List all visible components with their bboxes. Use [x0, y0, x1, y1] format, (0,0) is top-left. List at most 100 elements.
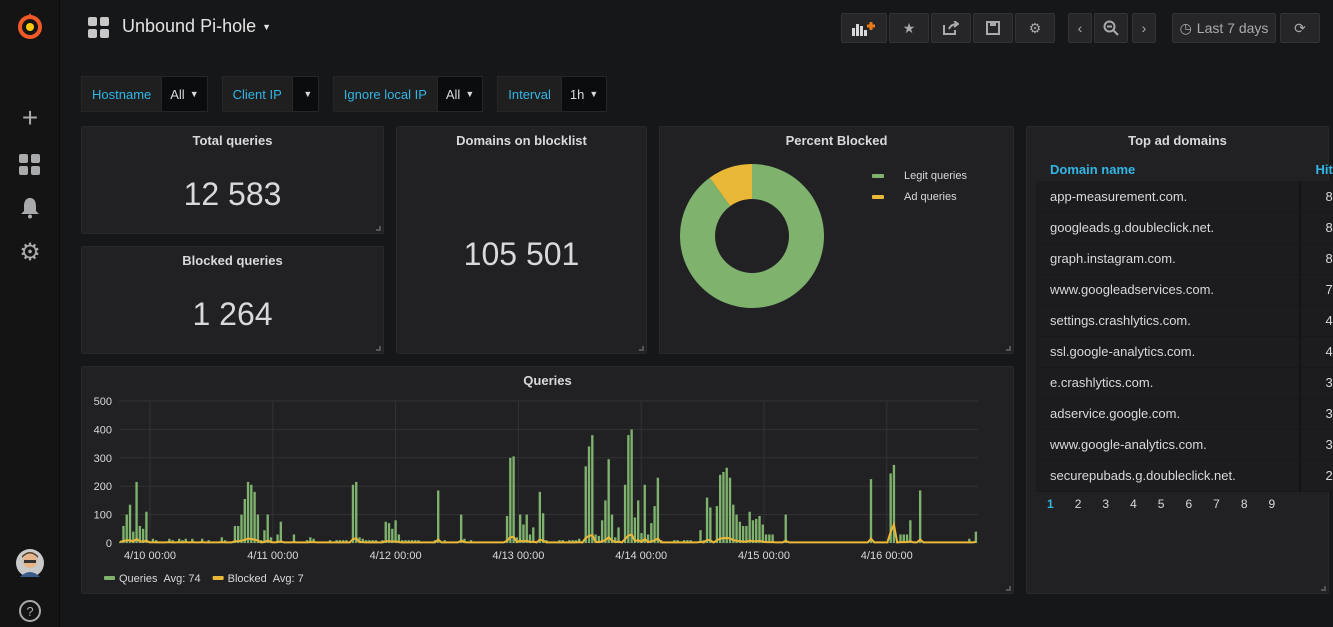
time-back-icon[interactable]: ‹ — [1068, 13, 1092, 43]
hostname-select[interactable]: All ▼ — [162, 76, 208, 112]
table-row[interactable]: settings.crashlytics.com.43 — [1036, 305, 1333, 337]
panel-title[interactable]: Percent Blocked — [785, 133, 888, 148]
query-bar — [237, 525, 240, 543]
panel-title[interactable]: Domains on blocklist — [456, 133, 587, 148]
legend-swatch — [104, 576, 115, 580]
save-icon[interactable] — [973, 13, 1013, 43]
page-link[interactable]: 6 — [1185, 497, 1193, 511]
query-bar — [748, 511, 751, 543]
query-bar — [627, 435, 630, 543]
plus-icon[interactable]: + — [21, 102, 39, 133]
domains-blocklist-panel: Domains on blocklist 105 501 — [396, 126, 647, 354]
grafana-logo-icon[interactable] — [14, 10, 46, 42]
caret-down-icon: ▼ — [589, 89, 599, 99]
query-bar — [761, 524, 764, 543]
gear-icon[interactable]: ⚙ — [19, 238, 41, 266]
panel-title[interactable]: Blocked queries — [182, 253, 283, 268]
top-navbar: Unbound Pi-hole ▼ ★ ⚙ ‹ › ◷ Last 7 days … — [60, 0, 1333, 60]
query-bar — [718, 474, 722, 543]
legend-legit[interactable]: Legit queries — [872, 170, 967, 182]
query-bar — [397, 534, 401, 543]
client-ip-select[interactable]: ▼ — [292, 76, 319, 112]
column-header-hits[interactable]: Hits — [1315, 161, 1333, 177]
bell-icon[interactable] — [15, 193, 45, 223]
resize-handle[interactable] — [1006, 346, 1011, 351]
resize-handle[interactable] — [376, 226, 381, 231]
legend-ad[interactable]: Ad queries — [872, 191, 957, 203]
legend-series-name[interactable]: Queries — [119, 573, 158, 585]
percent-blocked-donut — [680, 164, 824, 308]
hits-cell: 83 — [1299, 181, 1333, 213]
total-queries-panel: Total queries 12 583 — [81, 126, 384, 234]
table-row[interactable]: www.google-analytics.com.33 — [1036, 429, 1333, 461]
resize-handle[interactable] — [639, 346, 644, 351]
avatar[interactable] — [15, 548, 45, 578]
side-menu: + ⚙ ? — [0, 0, 60, 627]
page-link[interactable]: 2 — [1074, 497, 1082, 511]
add-panel-button[interactable] — [841, 13, 887, 43]
query-bar — [784, 514, 787, 543]
table-row[interactable]: app-measurement.com.83 — [1036, 181, 1333, 213]
panel-title[interactable]: Top ad domains — [1128, 133, 1227, 148]
table-row[interactable]: securepubads.g.doubleclick.net.29 — [1036, 460, 1333, 492]
query-bar — [640, 533, 643, 543]
ignore-local-ip-select[interactable]: All ▼ — [437, 76, 484, 112]
x-tick-label: 4/16 00:00 — [861, 550, 913, 562]
hits-cell: 33 — [1299, 429, 1333, 461]
query-bar — [200, 538, 204, 543]
query-bar — [279, 521, 283, 543]
page-link[interactable]: 7 — [1213, 497, 1220, 511]
panel-title[interactable]: Queries — [523, 373, 572, 388]
page-link[interactable]: 8 — [1240, 497, 1248, 511]
query-bar — [528, 534, 532, 543]
query-bar — [738, 521, 742, 543]
column-header-domain[interactable]: Domain name — [1050, 161, 1136, 177]
time-picker-button[interactable]: ◷ Last 7 days — [1172, 13, 1276, 43]
page-link[interactable]: 9 — [1268, 497, 1276, 511]
query-bar — [587, 446, 591, 543]
legend-series-name[interactable]: Blocked — [228, 573, 267, 585]
zoom-out-icon[interactable] — [1094, 13, 1128, 43]
resize-handle[interactable] — [1321, 586, 1326, 591]
query-bar — [532, 527, 535, 543]
query-bar — [610, 514, 614, 543]
time-forward-icon[interactable]: › — [1132, 13, 1156, 43]
domain-cell: ssl.google-analytics.com. — [1036, 336, 1300, 368]
resize-handle[interactable] — [376, 346, 381, 351]
panel-title[interactable]: Total queries — [192, 133, 273, 148]
query-bar — [276, 534, 279, 543]
table-row[interactable]: e.crashlytics.com.34 — [1036, 367, 1333, 399]
dashboards-icon[interactable] — [15, 150, 45, 180]
interval-select[interactable]: 1h ▼ — [561, 76, 608, 112]
table-row[interactable]: adservice.google.com.34 — [1036, 398, 1333, 430]
refresh-icon[interactable]: ⟳ — [1280, 13, 1320, 43]
donut-slice[interactable] — [680, 164, 824, 308]
query-bar — [525, 514, 528, 543]
table-row[interactable]: graph.instagram.com.80 — [1036, 243, 1333, 275]
resize-handle[interactable] — [1006, 586, 1011, 591]
dashboard-title-text: Unbound Pi-hole — [122, 16, 257, 36]
query-bar — [705, 497, 709, 543]
time-range-label: Last 7 days — [1196, 20, 1269, 36]
page-link[interactable]: 3 — [1102, 497, 1110, 511]
share-icon[interactable] — [931, 13, 971, 43]
query-bar — [292, 534, 296, 543]
query-bar — [538, 491, 542, 543]
settings-gear-icon[interactable]: ⚙ — [1015, 13, 1055, 43]
page-link[interactable]: 5 — [1157, 497, 1165, 511]
star-icon[interactable]: ★ — [889, 13, 929, 43]
page-link[interactable]: 4 — [1130, 497, 1137, 511]
query-bar — [869, 479, 873, 543]
query-bar — [361, 538, 364, 543]
page-link[interactable]: 1 — [1047, 497, 1054, 511]
help-icon[interactable]: ? — [15, 596, 45, 626]
legend-label: Legit queries — [904, 170, 967, 182]
table-row[interactable]: ssl.google-analytics.com.42 — [1036, 336, 1333, 368]
domain-cell: graph.instagram.com. — [1036, 243, 1300, 275]
y-tick-label: 200 — [94, 481, 112, 493]
table-row[interactable]: www.googleadservices.com.72 — [1036, 274, 1333, 306]
donut-slice[interactable] — [709, 164, 752, 207]
table-row[interactable]: googleads.g.doubleclick.net.82 — [1036, 212, 1333, 244]
dashboard-title[interactable]: Unbound Pi-hole ▼ — [122, 16, 271, 37]
variable-label: Interval — [497, 76, 562, 112]
